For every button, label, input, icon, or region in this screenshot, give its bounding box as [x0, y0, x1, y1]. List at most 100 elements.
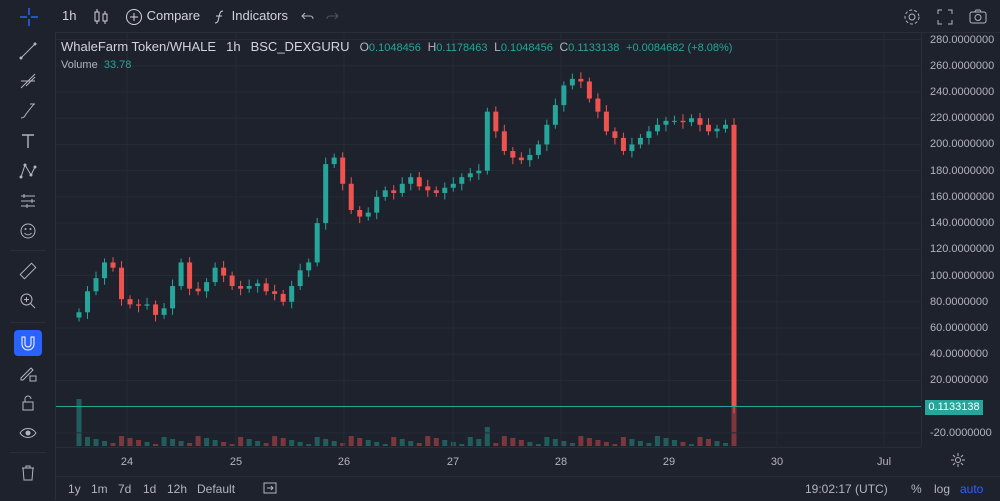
range-default[interactable]: Default [197, 482, 236, 496]
exchange-name: BSC_DEXGURU [250, 39, 350, 54]
indicators-button[interactable]: Indicators [212, 0, 288, 32]
function-icon [214, 10, 224, 24]
zoom-in-icon[interactable] [14, 288, 42, 314]
percent-toggle[interactable]: % [911, 482, 922, 496]
range-7d[interactable]: 7d [118, 482, 132, 496]
candle-body [289, 286, 295, 302]
candle-body [161, 308, 167, 315]
candle-body [510, 151, 516, 158]
range-1y[interactable]: 1y [68, 482, 81, 496]
candle-body [127, 299, 133, 305]
candle-body [340, 157, 346, 184]
candle-body [493, 111, 499, 132]
auto-toggle[interactable]: auto [960, 482, 984, 496]
prediction-icon[interactable] [14, 188, 42, 214]
candle-body [374, 196, 380, 213]
settings-icon[interactable] [903, 0, 921, 32]
range-1m[interactable]: 1m [91, 482, 108, 496]
volume-bar [272, 436, 278, 446]
candles-style-icon[interactable] [92, 0, 110, 32]
interval-button[interactable]: 1h [62, 8, 77, 23]
goto-date-icon[interactable] [262, 480, 278, 499]
volume-bar [637, 441, 643, 446]
candle-body [535, 144, 541, 155]
volume-bar [289, 440, 295, 446]
high-value: 0.1178463 [436, 42, 488, 54]
volume-bar [688, 444, 694, 446]
volume-bar [102, 441, 108, 446]
range-12h[interactable]: 12h [167, 482, 188, 496]
camera-icon[interactable] [968, 0, 988, 32]
measure-icon[interactable] [14, 258, 42, 284]
price-axis[interactable]: 280.0000000 260.0000000 240.0000000 220.000… [921, 33, 1000, 446]
time-tick: 24 [120, 456, 134, 468]
text-icon[interactable] [14, 128, 42, 154]
volume-bar [348, 436, 354, 446]
emoji-icon[interactable] [14, 218, 42, 244]
volume-bar [93, 439, 99, 446]
open-value: 0.1048456 [368, 42, 421, 54]
redo-icon[interactable] [324, 0, 340, 32]
candle-body [357, 210, 363, 217]
volume-bar [433, 438, 439, 446]
price-tick: 100.0000000 [930, 269, 995, 282]
undo-icon[interactable] [300, 0, 316, 32]
volume-bar [212, 440, 218, 446]
compare-label: Compare [146, 8, 201, 23]
candle-body [663, 120, 669, 125]
lock-icon[interactable] [14, 390, 42, 416]
candle-body [595, 98, 601, 112]
axis-settings-icon[interactable] [950, 452, 966, 473]
crosshair-icon[interactable] [18, 0, 40, 32]
volume-bar [340, 443, 346, 446]
toolbar-divider [10, 452, 46, 453]
volume-bar [629, 439, 635, 446]
fullscreen-icon[interactable] [936, 0, 954, 32]
price-tick: 60.0000000 [930, 322, 989, 334]
candle-body [144, 304, 150, 306]
price-tick: 200.0000000 [930, 138, 995, 151]
brush-icon[interactable] [14, 98, 42, 124]
candle-body [408, 177, 414, 184]
volume-bar [382, 444, 388, 446]
log-toggle[interactable]: log [934, 482, 951, 496]
volume-bar [680, 442, 686, 446]
chart-pane[interactable] [56, 33, 921, 446]
volume-bar [552, 439, 558, 446]
candle-body [578, 78, 584, 82]
symbol-name[interactable]: WhaleFarm Token/WHALE [61, 39, 217, 54]
time-tick: 25 [229, 456, 243, 468]
candle-body [450, 183, 456, 188]
compare-button[interactable]: Compare [125, 0, 200, 32]
trash-icon[interactable] [14, 460, 42, 486]
fib-retracement-icon[interactable] [14, 68, 42, 94]
price-tick: 80.0000000 [930, 295, 989, 308]
candle-body [722, 124, 728, 129]
volume-bar [501, 436, 507, 446]
volume-bar [144, 442, 150, 446]
range-1d[interactable]: 1d [143, 482, 157, 496]
candle-body [76, 312, 82, 318]
eye-icon[interactable] [14, 420, 42, 446]
volume-bar [671, 440, 677, 446]
volume-bar [297, 442, 303, 446]
clock-time[interactable]: 19:02:17 (UTC) [805, 482, 888, 496]
price-tick: 280.0000000 [930, 33, 995, 46]
time-axis[interactable]: 24 25 26 27 28 29 30 Jul [56, 447, 921, 472]
volume-bar [467, 437, 473, 446]
pattern-icon[interactable] [14, 158, 42, 184]
volume-bar [408, 441, 414, 446]
trend-line-icon[interactable] [14, 38, 42, 64]
volume-bar [646, 443, 652, 446]
candle-body [187, 262, 193, 289]
volume-bar [620, 437, 626, 446]
candle-body [527, 154, 533, 161]
plus-circle-icon [126, 8, 142, 25]
lock-draw-icon[interactable] [14, 360, 42, 386]
candle-body [561, 85, 567, 106]
volume-bar [484, 427, 490, 446]
magnet-icon[interactable] [14, 330, 42, 356]
indicators-label: Indicators [231, 8, 288, 23]
price-tick: 20.0000000 [930, 374, 989, 387]
volume-bar [110, 443, 116, 446]
